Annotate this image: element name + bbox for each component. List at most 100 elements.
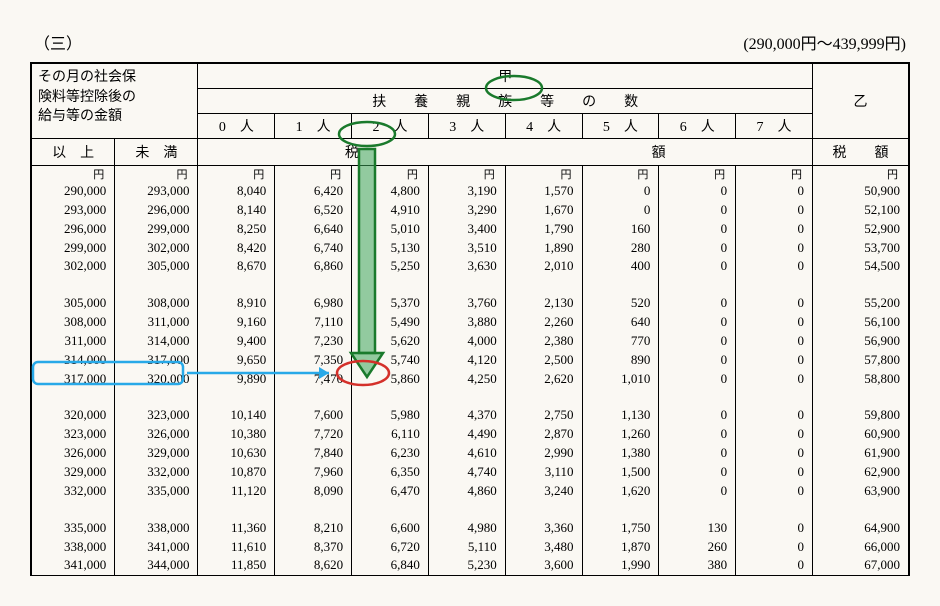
page-marker: （三） bbox=[34, 30, 82, 54]
cell: 62,900 bbox=[812, 463, 908, 482]
cell: 341,000 bbox=[32, 556, 115, 575]
cell: 302,000 bbox=[32, 257, 115, 276]
cell: 4,000 bbox=[428, 332, 505, 351]
cell: 4,250 bbox=[428, 370, 505, 389]
cell: 7,350 bbox=[275, 351, 352, 370]
cell: 4,860 bbox=[428, 482, 505, 501]
cell: 2,380 bbox=[505, 332, 582, 351]
cell: 290,000 bbox=[32, 182, 115, 201]
cell: 67,000 bbox=[812, 556, 908, 575]
cell: 6,740 bbox=[275, 239, 352, 258]
cell: 5,490 bbox=[352, 313, 429, 332]
cell: 6,470 bbox=[352, 482, 429, 501]
cell: 6,840 bbox=[352, 556, 429, 575]
cell: 0 bbox=[659, 239, 736, 258]
col-header-1: 1 人 bbox=[275, 114, 352, 139]
cell: 6,520 bbox=[275, 201, 352, 220]
cell: 6,350 bbox=[352, 463, 429, 482]
miman-label: 未 満 bbox=[115, 139, 198, 166]
cell: 0 bbox=[736, 370, 813, 389]
cell: 0 bbox=[736, 444, 813, 463]
col-header-7: 7 人 bbox=[736, 114, 813, 139]
yen-unit: 円 bbox=[352, 166, 429, 183]
cell: 5,010 bbox=[352, 220, 429, 239]
cell: 55,200 bbox=[812, 294, 908, 313]
cell: 280 bbox=[582, 239, 659, 258]
cell: 0 bbox=[736, 201, 813, 220]
cell: 6,640 bbox=[275, 220, 352, 239]
cell: 9,400 bbox=[198, 332, 275, 351]
cell: 7,110 bbox=[275, 313, 352, 332]
cell: 56,900 bbox=[812, 332, 908, 351]
cell: 890 bbox=[582, 351, 659, 370]
cell: 61,900 bbox=[812, 444, 908, 463]
table-row: 299,000302,0008,4206,7405,1303,5101,8902… bbox=[32, 239, 909, 258]
cell: 8,420 bbox=[198, 239, 275, 258]
cell: 11,610 bbox=[198, 538, 275, 557]
cell: 11,120 bbox=[198, 482, 275, 501]
otsu-header: 乙 bbox=[812, 64, 908, 139]
zeigaku-label: 税額 bbox=[198, 139, 813, 166]
cell: 8,670 bbox=[198, 257, 275, 276]
cell: 4,800 bbox=[352, 182, 429, 201]
table-row: 296,000299,0008,2506,6405,0103,4001,7901… bbox=[32, 220, 909, 239]
cell: 323,000 bbox=[115, 406, 198, 425]
cell: 2,500 bbox=[505, 351, 582, 370]
cell: 9,160 bbox=[198, 313, 275, 332]
cell: 0 bbox=[659, 332, 736, 351]
cell: 6,980 bbox=[275, 294, 352, 313]
cell: 63,900 bbox=[812, 482, 908, 501]
cell: 5,740 bbox=[352, 351, 429, 370]
cell: 311,000 bbox=[32, 332, 115, 351]
cell: 3,480 bbox=[505, 538, 582, 557]
cell: 332,000 bbox=[32, 482, 115, 501]
kou-header: 甲 bbox=[198, 64, 813, 89]
col-header-6: 6 人 bbox=[659, 114, 736, 139]
cell: 7,960 bbox=[275, 463, 352, 482]
tax-amount-otsu-label: 税 額 bbox=[812, 139, 908, 166]
cell: 0 bbox=[659, 351, 736, 370]
cell: 11,360 bbox=[198, 519, 275, 538]
cell: 56,100 bbox=[812, 313, 908, 332]
cell: 4,490 bbox=[428, 425, 505, 444]
cell: 4,980 bbox=[428, 519, 505, 538]
cell: 8,140 bbox=[198, 201, 275, 220]
table-row: 311,000314,0009,4007,2305,6204,0002,3807… bbox=[32, 332, 909, 351]
cell: 6,420 bbox=[275, 182, 352, 201]
table-row: 323,000326,00010,3807,7206,1104,4902,870… bbox=[32, 425, 909, 444]
yen-unit: 円 bbox=[428, 166, 505, 183]
cell: 64,900 bbox=[812, 519, 908, 538]
col-header-5: 5 人 bbox=[582, 114, 659, 139]
cell: 1,620 bbox=[582, 482, 659, 501]
cell: 3,400 bbox=[428, 220, 505, 239]
cell: 293,000 bbox=[115, 182, 198, 201]
cell: 335,000 bbox=[32, 519, 115, 538]
col-header-2: 2 人 bbox=[352, 114, 429, 139]
cell: 2,130 bbox=[505, 294, 582, 313]
table-row: 338,000341,00011,6108,3706,7205,1103,480… bbox=[32, 538, 909, 557]
range-label: (290,000円～439,999円) bbox=[743, 30, 906, 54]
cell: 130 bbox=[659, 519, 736, 538]
cell: 0 bbox=[736, 425, 813, 444]
cell: 53,700 bbox=[812, 239, 908, 258]
table-row: 290,000293,0008,0406,4204,8003,1901,5700… bbox=[32, 182, 909, 201]
yen-unit: 円 bbox=[505, 166, 582, 183]
cell: 3,760 bbox=[428, 294, 505, 313]
cell: 0 bbox=[659, 313, 736, 332]
table-row: 308,000311,0009,1607,1105,4903,8802,2606… bbox=[32, 313, 909, 332]
cell: 5,250 bbox=[352, 257, 429, 276]
cell: 3,630 bbox=[428, 257, 505, 276]
cell: 2,990 bbox=[505, 444, 582, 463]
cell: 57,800 bbox=[812, 351, 908, 370]
cell: 0 bbox=[659, 201, 736, 220]
cell: 7,470 bbox=[275, 370, 352, 389]
yen-unit: 円 bbox=[198, 166, 275, 183]
cell: 3,240 bbox=[505, 482, 582, 501]
cell: 0 bbox=[736, 482, 813, 501]
cell: 0 bbox=[736, 463, 813, 482]
cell: 0 bbox=[736, 313, 813, 332]
cell: 260 bbox=[659, 538, 736, 557]
cell: 6,860 bbox=[275, 257, 352, 276]
cell: 341,000 bbox=[115, 538, 198, 557]
cell: 0 bbox=[582, 201, 659, 220]
